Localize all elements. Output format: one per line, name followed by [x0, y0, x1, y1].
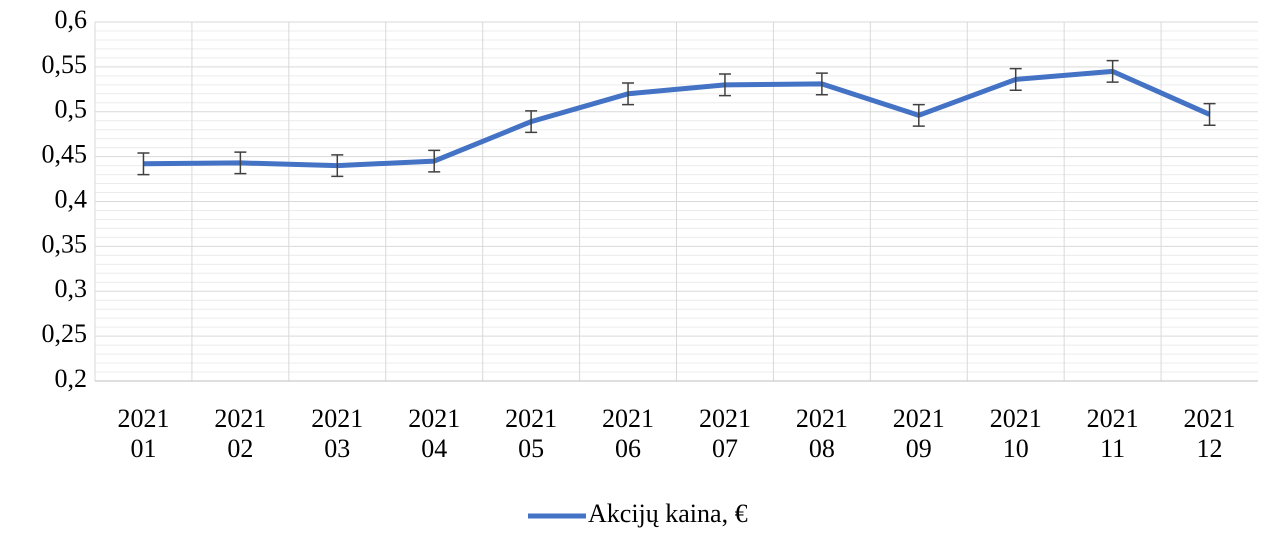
x-tick-label: 2021 07 — [698, 404, 751, 463]
error-bar — [234, 151, 247, 175]
y-tick-label: 0,5 — [55, 95, 88, 124]
x-tick-label: 2021 06 — [602, 404, 655, 463]
error-bar — [428, 149, 441, 173]
error-bar — [331, 154, 344, 178]
x-tick-label: 2021 01 — [117, 404, 170, 463]
y-tick-label: 0,4 — [55, 184, 88, 213]
error-bar — [1106, 59, 1119, 83]
y-tick-label: 0,6 — [55, 5, 88, 34]
error-bar — [622, 82, 635, 106]
error-bar — [1203, 102, 1216, 126]
error-bar — [718, 73, 731, 97]
error-bar — [815, 72, 828, 96]
x-tick-label: 2021 02 — [214, 404, 267, 463]
y-tick-label: 0,2 — [55, 364, 88, 393]
x-tick-label: 2021 09 — [892, 404, 945, 463]
x-tick-label: 2021 12 — [1183, 404, 1236, 463]
x-tick-label: 2021 08 — [795, 404, 848, 463]
error-bar — [912, 103, 925, 127]
line — [143, 68, 1211, 169]
y-tick-label: 0,3 — [55, 274, 88, 303]
x-tick-label: 2021 04 — [408, 404, 461, 463]
error-bar — [525, 110, 538, 134]
x-tick-label: 2021 05 — [505, 404, 558, 463]
y-tick-label: 0,55 — [42, 50, 88, 79]
y-tick-label: 0,45 — [42, 140, 88, 169]
x-tick-label: 2021 10 — [989, 404, 1042, 463]
x-tick-label: 2021 03 — [311, 404, 364, 463]
error-bar — [137, 152, 150, 176]
y-tick-label: 0,35 — [42, 229, 88, 258]
error-bar — [1009, 67, 1022, 91]
legend-label: Akcijų kaina, € — [588, 499, 748, 528]
x-tick-label: 2021 11 — [1086, 404, 1139, 463]
y-tick-label: 0,25 — [42, 319, 88, 348]
